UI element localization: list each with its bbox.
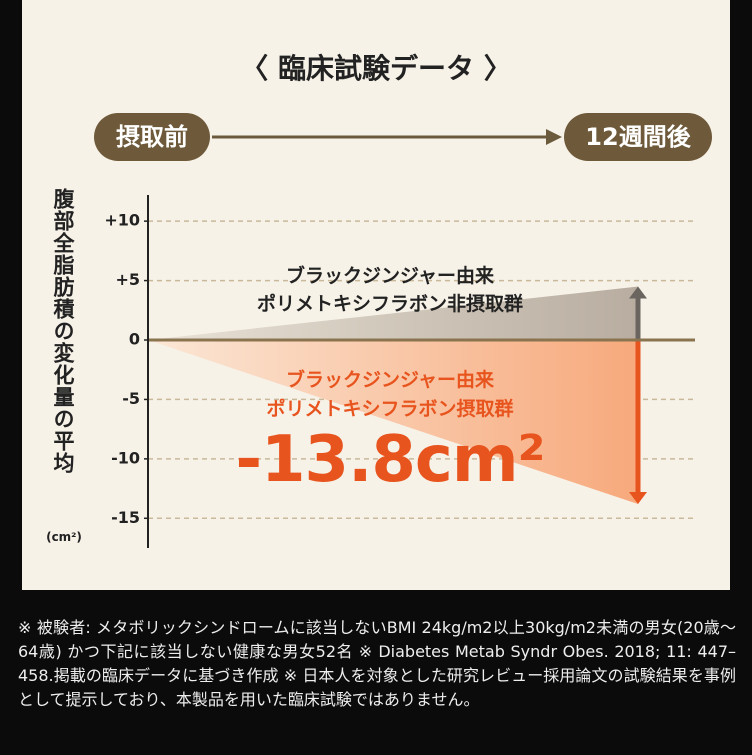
y-tick-label: -10 bbox=[111, 448, 140, 467]
arrow-head bbox=[629, 286, 647, 299]
y-tick-label: +10 bbox=[104, 211, 140, 230]
area bbox=[148, 286, 638, 341]
y-tick-label: +5 bbox=[115, 270, 140, 289]
legend-label: ブラックジンジャー由来 ポリメトキシフラボン摂取群 bbox=[266, 369, 514, 420]
y-axis-label: 腹部全脂肪積の変化量の平均 bbox=[51, 188, 75, 474]
value-label: -13.8cm² bbox=[235, 423, 545, 497]
category-label: 12週間後 bbox=[585, 123, 691, 151]
footnote: ※ 被験者: メタボリックシンドロームに該当しないBMI 24kg/m2以上30… bbox=[18, 618, 736, 709]
legend-label: ブラックジンジャー由来 ポリメトキシフラボン非摂取群 bbox=[256, 265, 523, 315]
chart-title: 〈 臨床試験データ 〉 bbox=[240, 52, 512, 85]
arrow-head bbox=[546, 129, 562, 145]
area bbox=[148, 340, 638, 505]
chart: 〈 臨床試験データ 〉 摂取前 12週間後 +10 +5 0 -5 -10 -15 bbox=[22, 0, 730, 590]
arrow-head bbox=[629, 492, 647, 505]
category-badge bbox=[94, 113, 210, 161]
y-unit: (cm²) bbox=[46, 530, 82, 544]
y-tick-label: 0 bbox=[129, 330, 140, 349]
category-label: 摂取前 bbox=[116, 123, 188, 151]
category-badge bbox=[564, 113, 712, 161]
y-tick-label: -5 bbox=[122, 389, 140, 408]
y-tick-label: -15 bbox=[111, 508, 140, 527]
